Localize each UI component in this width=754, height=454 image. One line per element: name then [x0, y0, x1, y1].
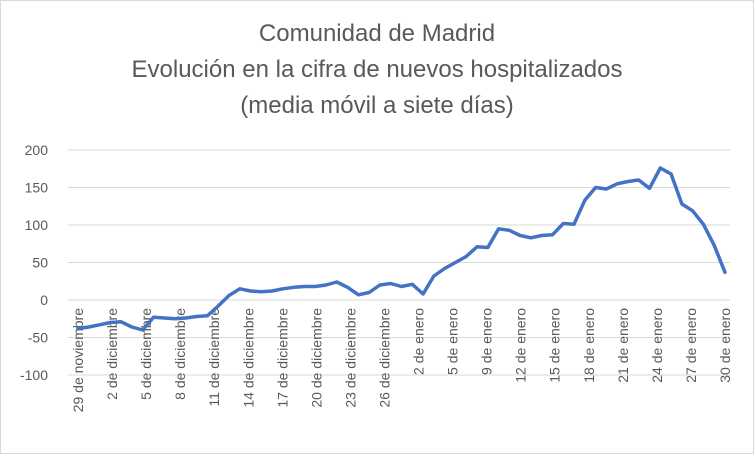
data-point: [529, 236, 533, 239]
data-point: [109, 321, 112, 324]
data-point: [702, 223, 705, 226]
x-tick-label: 24 de enero: [649, 308, 665, 383]
x-tick-label: 9 de enero: [479, 308, 495, 375]
data-point: [421, 292, 425, 296]
y-tick-label: 0: [40, 292, 48, 308]
data-point: [400, 285, 403, 288]
data-point: [216, 304, 220, 308]
y-tick-label: 50: [32, 255, 48, 271]
y-tick-label: 150: [25, 180, 49, 196]
chart-title-line-2: Evolución en la cifra de nuevos hospital…: [131, 56, 623, 83]
x-tick-label: 17 de diciembre: [274, 308, 290, 408]
data-point: [669, 172, 673, 176]
data-point: [594, 186, 597, 189]
data-point: [195, 315, 198, 318]
data-point: [249, 289, 252, 293]
data-point: [518, 234, 522, 237]
data-point: [572, 223, 576, 226]
data-point: [314, 285, 317, 288]
data-point: [562, 222, 565, 225]
x-tick-label: 23 de diciembre: [342, 308, 358, 408]
data-point: [615, 182, 619, 185]
y-axis-ticks: 200 150 100 50 0 -50 -100: [20, 142, 48, 383]
data-point: [475, 245, 479, 248]
data-point: [152, 316, 155, 319]
data-point: [260, 290, 263, 293]
data-point: [691, 209, 694, 212]
data-point: [184, 316, 188, 320]
data-point: [637, 178, 640, 182]
data-point: [551, 233, 554, 236]
x-tick-label: 20 de diciembre: [308, 308, 324, 408]
data-point: [411, 283, 414, 286]
data-point: [713, 244, 716, 247]
data-point: [87, 325, 90, 329]
x-tick-label: 11 de diciembre: [206, 308, 222, 407]
data-point: [508, 229, 511, 232]
series-line: [76, 166, 727, 332]
data-point: [486, 246, 489, 249]
data-point: [324, 283, 328, 287]
series-layer: [76, 166, 727, 332]
data-point: [497, 227, 500, 230]
chart-title-line-1: Comunidad de Madrid: [258, 20, 496, 47]
data-point: [206, 314, 209, 317]
data-point: [163, 316, 166, 320]
data-point: [659, 166, 662, 170]
x-tick-label: 30 de enero: [717, 308, 733, 383]
data-point: [173, 317, 177, 320]
data-point: [605, 187, 608, 191]
data-point: [378, 283, 382, 287]
x-tick-label: 12 de enero: [513, 308, 529, 383]
data-point: [98, 323, 101, 326]
x-axis-ticks: 29 de noviembre 2 de diciembre 5 de diciem…: [70, 308, 733, 413]
y-tick-label: -50: [28, 330, 48, 346]
x-tick-label: 2 de diciembre: [104, 308, 120, 400]
x-tick-label: 8 de diciembre: [172, 308, 188, 400]
x-tick-label: 21 de enero: [615, 308, 631, 383]
data-point: [465, 255, 468, 258]
data-point: [270, 289, 274, 293]
data-point: [227, 294, 231, 297]
x-tick-label: 26 de diciembre: [376, 308, 392, 408]
x-tick-label: 29 de noviembre: [70, 308, 86, 413]
data-point: [281, 287, 285, 290]
data-point: [540, 234, 543, 237]
data-point: [454, 261, 457, 264]
x-tick-label: 5 de enero: [445, 308, 461, 375]
x-tick-label: 15 de enero: [547, 308, 563, 383]
data-point: [680, 202, 684, 206]
data-point: [141, 328, 144, 332]
data-point: [303, 285, 306, 288]
data-point: [76, 327, 80, 330]
y-tick-label: 100: [25, 217, 49, 233]
data-point: [648, 187, 651, 190]
x-tick-label: 18 de enero: [581, 308, 597, 383]
data-point: [238, 287, 241, 290]
x-tick-label: 2 de enero: [411, 308, 427, 375]
data-point: [357, 293, 360, 296]
y-tick-label: -100: [20, 367, 48, 383]
data-point: [346, 286, 349, 289]
data-point: [723, 271, 727, 274]
data-point: [626, 180, 630, 183]
data-point: [367, 291, 371, 294]
x-tick-label: 27 de enero: [683, 308, 699, 383]
data-point: [130, 325, 134, 329]
y-tick-label: 200: [25, 142, 49, 158]
data-point: [443, 267, 446, 270]
data-point: [432, 274, 436, 278]
gridlines: [68, 149, 730, 376]
data-point: [119, 320, 123, 323]
x-tick-label: 14 de diciembre: [240, 308, 256, 408]
chart-title-line-3: (media móvil a siete días): [240, 92, 514, 119]
data-point: [389, 282, 392, 285]
data-point: [335, 280, 338, 284]
data-point: [583, 199, 587, 202]
data-point: [292, 286, 295, 289]
